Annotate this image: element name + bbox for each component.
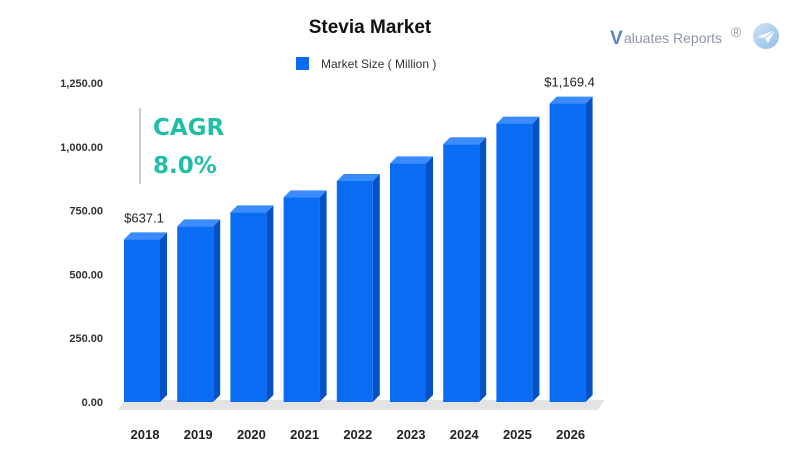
bar [283, 190, 327, 402]
bar [177, 219, 221, 402]
bar-top [230, 205, 274, 213]
legend-swatch [296, 57, 309, 70]
y-tick-label: 250.00 [69, 333, 103, 345]
bar-side [426, 156, 433, 402]
y-tick-label: 500.00 [69, 269, 103, 281]
x-tick-label: 2023 [397, 427, 426, 442]
bar-front [443, 144, 480, 403]
cagr-value: 8.0% [153, 153, 217, 179]
bar-side [213, 219, 221, 402]
bar-front [496, 123, 533, 403]
legend-label: Market Size ( Million ) [321, 57, 436, 71]
x-tick-label: 2021 [290, 427, 319, 442]
bar-side [532, 116, 540, 403]
legend: Market Size ( Million ) [296, 57, 436, 71]
bar-front [336, 180, 373, 402]
bar-top [390, 156, 433, 164]
x-tick-label: 2024 [450, 427, 480, 442]
bar-top [549, 96, 593, 104]
cagr-label: CAGR [153, 115, 225, 141]
bar [124, 232, 167, 402]
data-label: $637.1 [124, 210, 164, 225]
brand-mark: ® [731, 24, 742, 40]
y-axis: 0.00 250.00 500.00 750.00 1,000.00 1,250.00 [60, 78, 103, 409]
bar-top [336, 173, 380, 181]
bar-top [496, 116, 540, 124]
brand-name: aluates Reports [624, 30, 722, 46]
bar-top [283, 190, 327, 198]
floor-plane [118, 400, 605, 410]
bar-side [319, 190, 327, 402]
x-tick-label: 2022 [343, 427, 372, 442]
bar-front [230, 212, 267, 402]
x-axis: 2018 2019 2020 2021 2022 2023 2024 2025 2026 [131, 427, 586, 442]
bar [230, 205, 274, 402]
bar-front [549, 103, 586, 402]
bar-side [479, 137, 487, 403]
cagr-box: CAGR 8.0% [139, 108, 225, 184]
x-tick-label: 2025 [503, 427, 532, 442]
x-tick-label: 2019 [184, 427, 213, 442]
brand-initial: V [610, 28, 623, 49]
bar [549, 96, 593, 402]
bar-front [124, 239, 160, 402]
bar [443, 137, 487, 403]
bar-front [390, 163, 426, 402]
bar-front [177, 226, 214, 402]
bar-side [266, 205, 274, 402]
bar-side [372, 173, 380, 402]
bar [336, 173, 380, 402]
bar-side [160, 232, 167, 402]
y-tick-label: 0.00 [82, 397, 103, 409]
y-tick-label: 1,250.00 [60, 78, 103, 90]
data-labels: $637.1 $1,169.4 [124, 75, 595, 226]
bar-top [177, 219, 221, 227]
brand-logo: V aluates Reports ® [610, 23, 779, 49]
bar-top [124, 232, 167, 240]
y-tick-label: 750.00 [69, 206, 103, 218]
bar [496, 116, 540, 403]
x-tick-label: 2018 [131, 427, 160, 442]
x-tick-label: 2020 [237, 427, 266, 442]
paper-plane-icon [753, 23, 779, 49]
bars [124, 96, 593, 403]
bar-side [585, 96, 593, 402]
x-tick-label: 2026 [556, 427, 585, 442]
chart-floor [118, 400, 605, 410]
bar [390, 156, 433, 402]
chart-title: Stevia Market [309, 17, 432, 38]
y-tick-label: 1,000.00 [60, 142, 103, 154]
data-label: $1,169.4 [544, 75, 595, 90]
bar-top [443, 137, 487, 145]
bar-front [283, 197, 320, 402]
